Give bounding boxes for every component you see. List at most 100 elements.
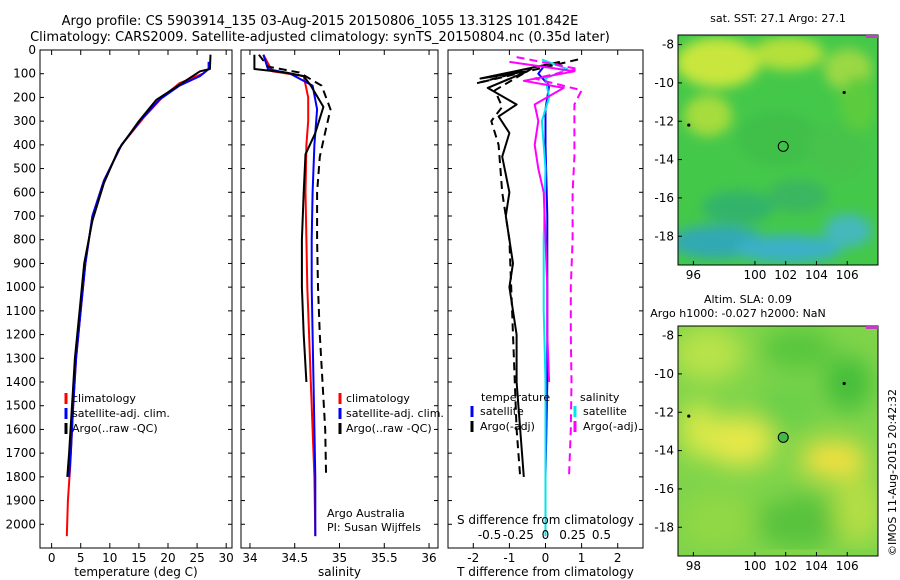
argo-location-marker bbox=[777, 140, 789, 152]
field-patch bbox=[680, 401, 716, 458]
field-patch bbox=[824, 355, 872, 412]
legend-label: Argo(..raw -QC) bbox=[346, 422, 432, 435]
y-tick-label: 0 bbox=[28, 43, 36, 57]
x-tick-label: 0 bbox=[48, 551, 56, 565]
float-dot bbox=[687, 123, 691, 127]
legend-label: satellite bbox=[480, 405, 524, 418]
field-patch bbox=[752, 36, 824, 70]
series-line-s-argo-adj-dashed bbox=[516, 56, 583, 477]
field-patch bbox=[758, 381, 818, 432]
legend-title-salinity: salinity bbox=[580, 391, 620, 404]
field-patch bbox=[702, 416, 774, 466]
header-line-1: Argo profile: CS 5903914_135 03-Aug-2015… bbox=[61, 14, 579, 29]
x-tick-label: 1 bbox=[578, 551, 586, 565]
y-tick-label: 900 bbox=[13, 256, 36, 270]
argo-location-marker bbox=[777, 431, 789, 443]
map-y-tick-label: -16 bbox=[654, 191, 674, 205]
map-y-tick-label: -18 bbox=[654, 229, 674, 243]
legend-label: climatology bbox=[346, 392, 410, 405]
float-dot bbox=[842, 381, 846, 386]
y-tick-label: 300 bbox=[13, 114, 36, 128]
field-patch bbox=[824, 213, 872, 248]
map-title-line-1: Altim. SLA: 0.09 bbox=[704, 293, 792, 306]
map-frame bbox=[677, 325, 879, 557]
y-tick-label: 100 bbox=[13, 67, 36, 81]
float-dot bbox=[687, 414, 691, 418]
legend-label: Argo(..raw -QC) bbox=[72, 422, 158, 435]
y-tick-label: 1200 bbox=[5, 328, 36, 342]
x-axis-label: salinity bbox=[318, 565, 361, 579]
field-patch bbox=[702, 190, 774, 225]
map-x-tick-label: 102 bbox=[774, 559, 797, 573]
series-line-climatology bbox=[262, 54, 317, 537]
series-line-climatology bbox=[65, 61, 210, 537]
x-tick-label: 25 bbox=[189, 551, 204, 565]
top-tick-label: -0.25 bbox=[503, 528, 534, 542]
field-patch bbox=[756, 493, 840, 550]
top-tick-label: 0.25 bbox=[559, 528, 586, 542]
x-tick-label: 30 bbox=[219, 551, 234, 565]
field-patch bbox=[734, 235, 842, 263]
x-tick-label: 5 bbox=[77, 551, 85, 565]
map-x-tick-label: 100 bbox=[743, 268, 766, 282]
x-tick-label: 34.5 bbox=[281, 551, 308, 565]
x-tick-label: -2 bbox=[467, 551, 479, 565]
field-patch bbox=[808, 122, 868, 178]
field-patch bbox=[736, 110, 820, 167]
map-x-tick-label: 106 bbox=[836, 268, 859, 282]
plot-frame-sal bbox=[240, 49, 439, 549]
y-tick-label: 1600 bbox=[5, 422, 36, 436]
map-y-tick-label: -10 bbox=[654, 367, 674, 381]
map-x-tick-label: 106 bbox=[836, 559, 859, 573]
map-y-tick-label: -10 bbox=[654, 76, 674, 90]
field-patch bbox=[800, 440, 868, 479]
map-title-line-2: Argo h1000: -0.027 h2000: NaN bbox=[650, 307, 826, 320]
copyright-stamp: ©IMOS 11-Aug-2015 20:42:32 bbox=[886, 389, 899, 556]
map-corner-land bbox=[866, 35, 878, 38]
field-patch bbox=[762, 328, 834, 370]
x-tick-label: 0 bbox=[542, 551, 550, 565]
legend-label: satellite-adj. clim. bbox=[72, 407, 170, 420]
y-tick-label: 1100 bbox=[5, 304, 36, 318]
profile-panel-temp: 0 5 10 15 20 25 300100200300400500600700800900… bbox=[5, 43, 233, 579]
header-line-2: Climatology: CARS2009. Satellite-adjuste… bbox=[30, 30, 610, 45]
y-tick-label: 500 bbox=[13, 162, 36, 176]
profile-panel-diff: -2 -1 0 1 2T difference from climatology bbox=[447, 49, 644, 579]
legend-title-temperature: temperature bbox=[481, 391, 550, 404]
series-line-t-argo-adj-dashed bbox=[475, 58, 579, 477]
annotation-pi: PI: Susan Wijffels bbox=[327, 521, 421, 534]
x-tick-label: 34 bbox=[242, 551, 257, 565]
top-tick-label: 0.5 bbox=[592, 528, 611, 542]
y-tick-label: 800 bbox=[13, 233, 36, 247]
x-tick-label: 35.5 bbox=[371, 551, 398, 565]
y-tick-label: 1900 bbox=[5, 494, 36, 508]
map-blobs bbox=[678, 36, 876, 263]
y-tick-label: 2000 bbox=[5, 517, 36, 531]
map-field-sla bbox=[678, 326, 878, 556]
map-field-sst bbox=[678, 35, 878, 265]
top-axis-label: S difference from climatology bbox=[457, 513, 634, 527]
legend-label: climatology bbox=[72, 392, 136, 405]
annotation-agency: Argo Australia bbox=[327, 507, 405, 520]
y-tick-label: 1700 bbox=[5, 446, 36, 460]
x-tick-label: 20 bbox=[160, 551, 175, 565]
plot-frame-temp bbox=[39, 49, 233, 549]
field-patch bbox=[682, 493, 754, 550]
y-tick-label: 1400 bbox=[5, 375, 36, 389]
map-x-tick-label: 104 bbox=[805, 268, 828, 282]
field-patch bbox=[684, 94, 732, 137]
field-patch bbox=[744, 470, 792, 504]
map-blobs bbox=[678, 326, 878, 550]
series-line-argo-adj-salinity bbox=[258, 54, 332, 477]
x-tick-label: 2 bbox=[614, 551, 622, 565]
map-y-tick-label: -18 bbox=[654, 520, 674, 534]
map-y-tick-label: -12 bbox=[654, 405, 674, 419]
float-dot bbox=[842, 90, 846, 95]
top-tick-label: -0.5 bbox=[478, 528, 501, 542]
map-x-tick-label: 96 bbox=[686, 268, 701, 282]
legend-label: satellite bbox=[583, 405, 627, 418]
top-tick-label: 0 bbox=[542, 528, 550, 542]
map-y-tick-label: -14 bbox=[654, 444, 674, 458]
map-y-tick-label: -8 bbox=[662, 38, 674, 52]
